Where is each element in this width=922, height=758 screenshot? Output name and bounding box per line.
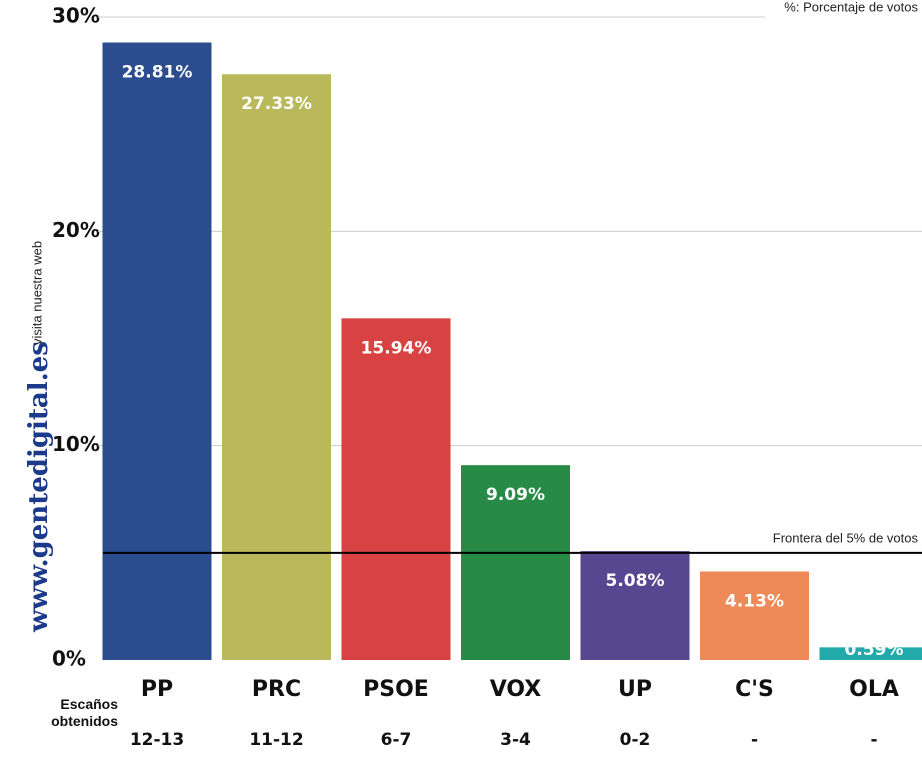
y-tick-label: 0% [52,647,86,671]
site: www.gentedigital.es [24,341,54,633]
value-label: 5.08% [606,571,665,591]
bar [461,465,570,660]
x-tick-label: PRC [252,677,301,702]
value-label: 0.59% [845,640,904,660]
seats: 6-7 [381,730,412,750]
seats-label: Escaños obtenidos [51,696,118,729]
y-tick-label: 30% [52,4,100,28]
note: %: Porcentaje de votos [784,0,918,14]
seats: 0-2 [620,730,651,750]
value-label: 15.94% [361,338,432,358]
bar [222,74,331,661]
threshold-label: Frontera del 5% de votos [773,530,919,545]
value-label: 9.09% [486,485,545,505]
y-tick-label: 10% [52,432,100,456]
site-caption: visita nuestra web [29,241,44,345]
seats: 3-4 [500,730,531,750]
x-tick-label: VOX [490,677,542,702]
bar [102,42,212,660]
x-tick-label: OLA [849,677,899,702]
bar [580,551,690,660]
bar [341,318,451,660]
y-tick-label: 20% [52,218,100,242]
seats: - [751,730,758,750]
value-label: 28.81% [122,63,193,83]
seats: 11-12 [249,730,303,750]
bar [819,647,922,660]
x-tick-label: PSOE [363,677,429,702]
seats: 12-13 [130,730,184,750]
x-tick-label: UP [618,677,652,702]
x-tick-label: PP [141,677,173,702]
value-label: 4.13% [725,591,784,611]
seats: - [870,730,877,750]
value-label: 27.33% [241,94,312,114]
bar [700,571,809,660]
x-tick-label: C'S [735,677,774,702]
